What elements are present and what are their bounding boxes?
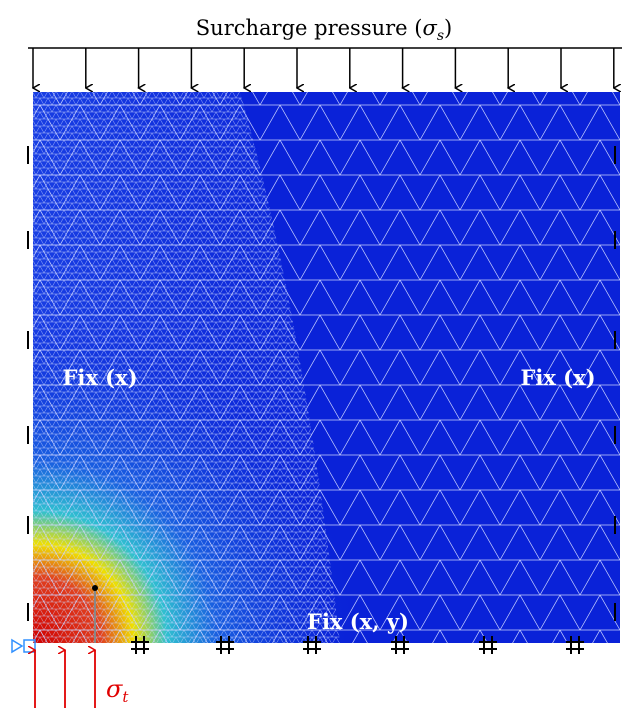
traction-arrows (35, 650, 95, 708)
title-close: ) (444, 16, 452, 40)
title-subscript: s (437, 28, 444, 44)
title-text: Surcharge pressure ( (196, 16, 423, 40)
supports (27, 146, 616, 654)
right-label: Fix (x) (520, 365, 595, 390)
surcharge-arrows (28, 47, 622, 88)
title-symbol: σ (422, 16, 437, 40)
domain (33, 92, 620, 643)
left-label: Fix (x) (62, 365, 137, 390)
traction-label: σt (106, 675, 129, 706)
traction-subscript: t (122, 688, 129, 706)
bottom-label: Fix (x, y) (307, 609, 409, 634)
title: Surcharge pressure (σs) (196, 16, 452, 44)
traction-symbol: σ (106, 675, 123, 703)
